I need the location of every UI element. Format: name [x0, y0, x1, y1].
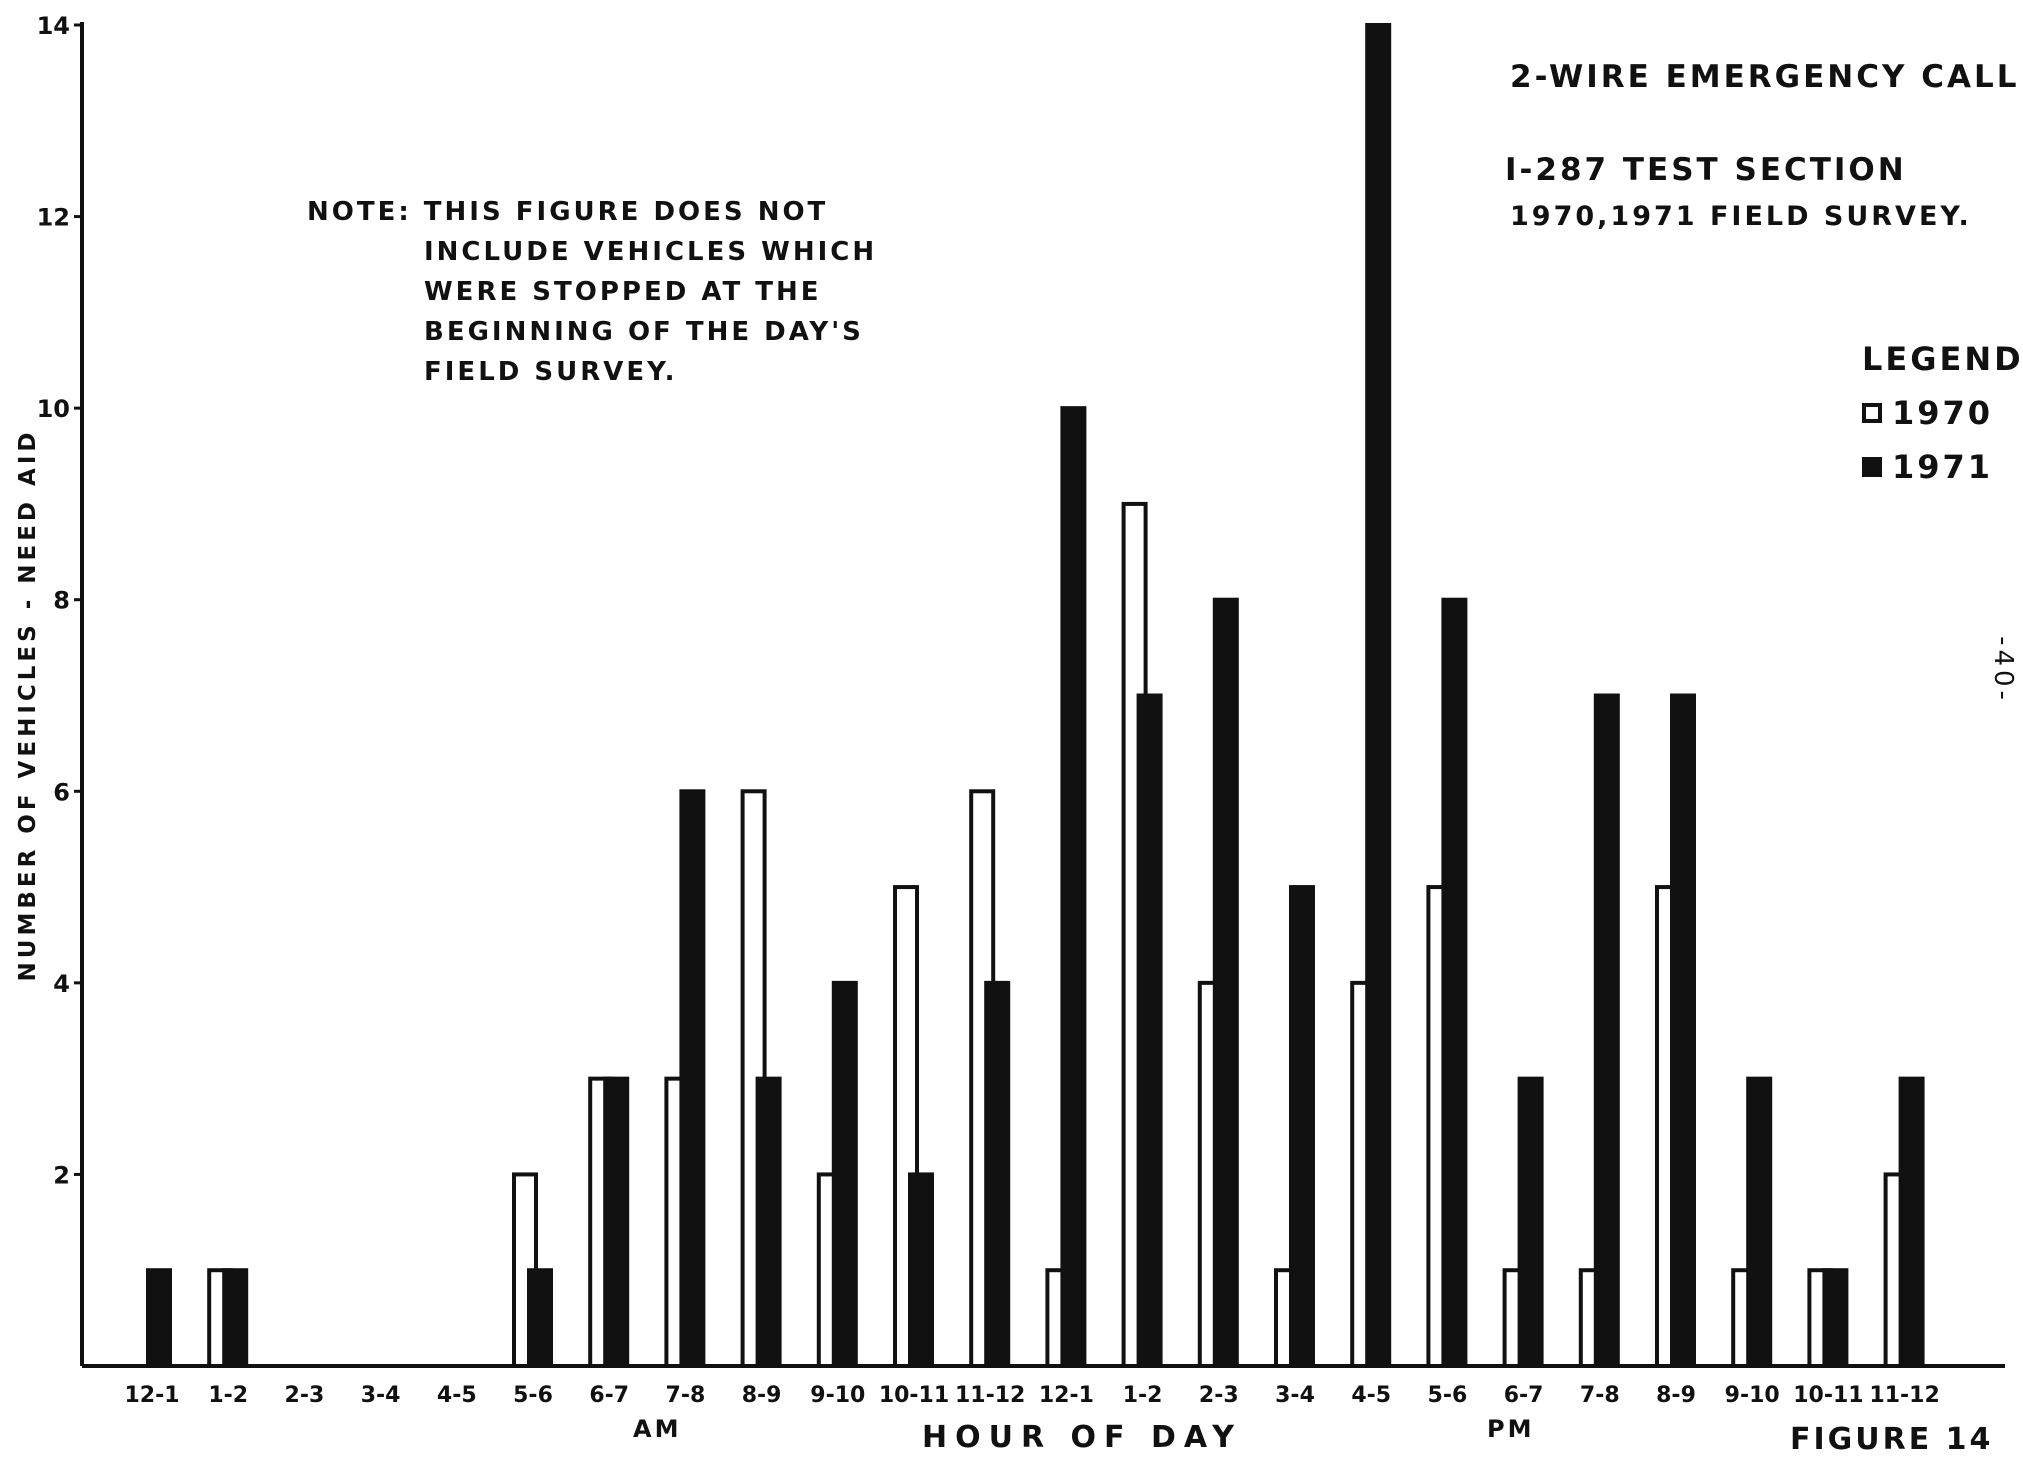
- y-tick-label: 8: [53, 587, 70, 615]
- pm-label: PM: [1487, 1415, 1535, 1443]
- note-line: INCLUDE VEHICLES WHICH: [424, 237, 878, 267]
- x-tick-label: 2-3: [285, 1383, 325, 1408]
- am-label: AM: [633, 1415, 682, 1443]
- note-line: FIELD SURVEY.: [424, 357, 678, 387]
- x-tick-label: 11-12: [955, 1383, 1025, 1408]
- x-axis-label: HOUR OF DAY: [922, 1420, 1242, 1455]
- bar-1971: [1746, 1076, 1773, 1368]
- chart-subtitle-line-2: 1970,1971 FIELD SURVEY.: [1510, 201, 1972, 232]
- legend-label-1970: 1970: [1892, 394, 1994, 432]
- y-tick-label: 4: [53, 970, 70, 998]
- chart-subtitle-line-1: I-287 TEST SECTION: [1505, 152, 1907, 188]
- bar-1971: [1212, 597, 1239, 1368]
- bar-1971: [1898, 1076, 1925, 1368]
- bar-1971: [1365, 23, 1392, 1368]
- bar-1971: [1136, 693, 1163, 1368]
- figure-label: FIGURE 14: [1790, 1422, 1994, 1457]
- x-tick-label: 9-10: [810, 1383, 865, 1408]
- note-line: WERE STOPPED AT THE: [424, 277, 822, 307]
- bar-1971: [755, 1076, 782, 1368]
- bar-1971: [1593, 693, 1620, 1368]
- x-tick-label: 6-7: [589, 1383, 629, 1408]
- bar-1971: [1670, 693, 1696, 1368]
- legend-item-1970: 1970: [1862, 394, 2023, 432]
- legend: LEGEND 1970 1971: [1862, 340, 2023, 486]
- bar-1971: [527, 1268, 553, 1368]
- bar-1971: [908, 1172, 934, 1369]
- x-tick-label: 10-11: [1793, 1383, 1863, 1408]
- note-line: BEGINNING OF THE DAY'S: [424, 317, 864, 347]
- x-tick-label: 6-7: [1504, 1383, 1544, 1408]
- x-tick-label: 4-5: [437, 1383, 477, 1408]
- bar-1971: [603, 1076, 630, 1368]
- x-tick-label: 1-2: [1123, 1383, 1163, 1408]
- x-tick-label: 12-1: [124, 1383, 179, 1408]
- x-tick-label: 9-10: [1725, 1383, 1780, 1408]
- y-tick-label: 14: [37, 12, 70, 40]
- x-tick-label: 3-4: [361, 1383, 401, 1408]
- legend-label-1971: 1971: [1892, 448, 1994, 486]
- note-line: NOTE: THIS FIGURE DOES NOT: [307, 197, 829, 227]
- x-tick-label: 11-12: [1869, 1383, 1939, 1408]
- bar-1971: [679, 789, 706, 1368]
- legend-title: LEGEND: [1862, 340, 2023, 378]
- x-tick-label: 1-2: [208, 1383, 248, 1408]
- bar-1971: [984, 980, 1011, 1368]
- bar-1971: [831, 980, 858, 1368]
- y-tick-label: 12: [37, 204, 70, 232]
- x-tick-label: 2-3: [1199, 1383, 1239, 1408]
- bar-1971: [1441, 597, 1468, 1368]
- bar-1971: [1060, 406, 1087, 1368]
- bar-1971: [1289, 885, 1315, 1368]
- legend-item-1971: 1971: [1862, 448, 2023, 486]
- x-tick-label: 5-6: [513, 1383, 553, 1408]
- x-tick-label: 7-8: [1580, 1383, 1620, 1408]
- bar-1971: [1822, 1268, 1849, 1368]
- x-tick-label: 3-4: [1275, 1383, 1315, 1408]
- legend-swatch-1971: [1862, 457, 1882, 477]
- x-tick-label: 5-6: [1428, 1383, 1468, 1408]
- bar-1971: [222, 1268, 249, 1368]
- y-tick-label: 6: [53, 778, 70, 806]
- y-tick-label: 10: [37, 395, 70, 423]
- x-tick-label: 12-1: [1039, 1383, 1094, 1408]
- chart-note: NOTE: THIS FIGURE DOES NOT INCLUDE VEHIC…: [307, 192, 877, 392]
- x-tick-label: 7-8: [666, 1383, 706, 1408]
- x-tick-label: 10-11: [879, 1383, 949, 1408]
- legend-swatch-1970: [1862, 403, 1882, 423]
- page-number: -40-: [1988, 636, 2018, 704]
- y-tick-label: 2: [53, 1161, 70, 1189]
- bar-1971: [146, 1268, 172, 1368]
- x-tick-label: 8-9: [742, 1383, 782, 1408]
- bar-1971: [1517, 1076, 1544, 1368]
- x-tick-label: 8-9: [1656, 1383, 1696, 1408]
- x-tick-label: 4-5: [1351, 1383, 1391, 1408]
- y-axis-label: NUMBER OF VEHICLES - NEED AID: [15, 428, 41, 982]
- chart-title: 2-WIRE EMERGENCY CALL: [1510, 59, 2020, 95]
